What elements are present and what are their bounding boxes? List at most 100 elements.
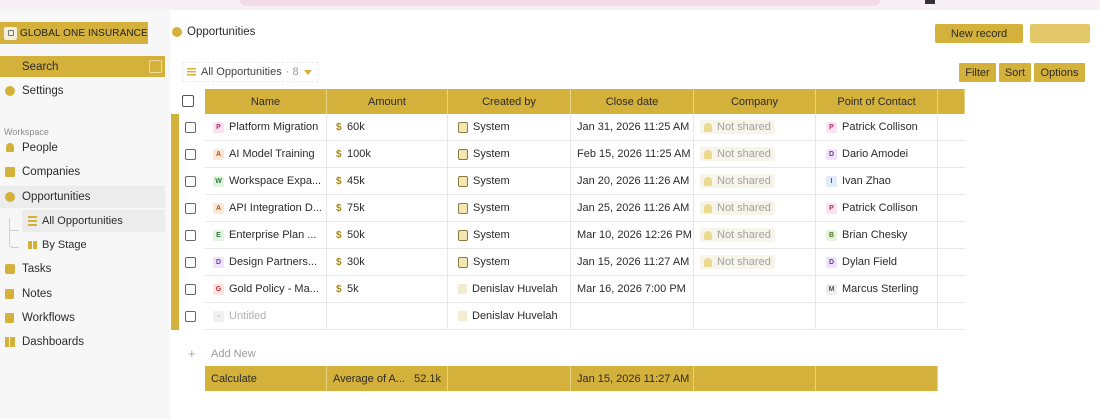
header-point-of-contact[interactable]: Point of Contact xyxy=(816,89,938,114)
contact-chip[interactable]: P Patrick Collison xyxy=(826,202,918,214)
row-checkbox[interactable] xyxy=(185,311,196,322)
calc-company[interactable] xyxy=(694,366,816,391)
table-row[interactable]: A API Integration D... $75k System Jan 25, 2… xyxy=(170,195,965,222)
cell-close-date[interactable]: Jan 20, 2026 11:26 AM xyxy=(571,168,694,195)
cell-point-of-contact[interactable]: D Dario Amodei xyxy=(816,141,938,168)
header-created-by[interactable]: Created by xyxy=(448,89,571,114)
header-close-date[interactable]: Close date xyxy=(571,89,694,114)
cell-company[interactable] xyxy=(694,276,816,303)
sidebar-item-people[interactable]: People xyxy=(0,137,165,159)
row-checkbox[interactable] xyxy=(185,257,196,268)
table-row[interactable]: G Gold Policy - Ma... $5k Denislav Huvelah M… xyxy=(170,276,965,303)
cell-point-of-contact[interactable]: P Patrick Collison xyxy=(816,195,938,222)
new-record-button[interactable]: New record xyxy=(935,24,1023,43)
table-row[interactable]: A AI Model Training $100k System Feb 15, 202… xyxy=(170,141,965,168)
select-all-checkbox[interactable] xyxy=(182,95,194,107)
sidebar-item-workflows[interactable]: Workflows xyxy=(0,307,165,329)
cell-amount[interactable] xyxy=(327,303,448,330)
cell-close-date[interactable]: Feb 15, 2026 11:25 AM xyxy=(571,141,694,168)
cell-name[interactable]: D Design Partners... xyxy=(205,249,327,276)
row-checkbox[interactable] xyxy=(185,284,196,295)
cell-name[interactable]: G Gold Policy - Ma... xyxy=(205,276,327,303)
cell-amount[interactable]: $5k xyxy=(327,276,448,303)
cell-name[interactable]: E Enterprise Plan ... xyxy=(205,222,327,249)
cell-created-by[interactable]: System xyxy=(448,141,571,168)
cell-company[interactable]: Not shared xyxy=(694,222,816,249)
cell-company[interactable]: Not shared xyxy=(694,114,816,141)
cell-close-date[interactable]: Jan 31, 2026 11:25 AM xyxy=(571,114,694,141)
table-row[interactable]: - Untitled Denislav Huvelah xyxy=(170,303,965,330)
view-switcher[interactable]: All Opportunities · 8 xyxy=(182,62,319,82)
table-row[interactable]: D Design Partners... $30k System Jan 15, 202… xyxy=(170,249,965,276)
row-checkbox[interactable] xyxy=(185,203,196,214)
cell-company[interactable] xyxy=(694,303,816,330)
sidebar-item-settings[interactable]: Settings xyxy=(0,80,165,102)
table-row[interactable]: W Workspace Expa... $45k System Jan 20, 2026… xyxy=(170,168,965,195)
contact-chip[interactable]: I Ivan Zhao xyxy=(826,175,891,187)
cell-amount[interactable]: $100k xyxy=(327,141,448,168)
row-checkbox[interactable] xyxy=(185,149,196,160)
sidebar-search[interactable]: Search xyxy=(0,56,165,77)
cell-amount[interactable]: $75k xyxy=(327,195,448,222)
header-add-column[interactable] xyxy=(938,89,965,114)
cell-point-of-contact[interactable]: B Brian Chesky xyxy=(816,222,938,249)
cell-amount[interactable]: $50k xyxy=(327,222,448,249)
contact-chip[interactable]: P Patrick Collison xyxy=(826,121,918,133)
sidebar-item-companies[interactable]: Companies xyxy=(0,161,165,183)
row-checkbox[interactable] xyxy=(185,230,196,241)
sidebar-item-tasks[interactable]: Tasks xyxy=(0,258,165,280)
cell-close-date[interactable]: Mar 10, 2026 12:26 PM xyxy=(571,222,694,249)
row-checkbox[interactable] xyxy=(185,122,196,133)
calc-point-of-contact[interactable] xyxy=(816,366,938,391)
cell-close-date[interactable]: Jan 25, 2026 11:26 AM xyxy=(571,195,694,222)
cell-close-date[interactable]: Mar 16, 2026 7:00 PM xyxy=(571,276,694,303)
cell-company[interactable]: Not shared xyxy=(694,195,816,222)
cell-created-by[interactable]: System xyxy=(448,249,571,276)
cell-point-of-contact[interactable]: D Dylan Field xyxy=(816,249,938,276)
cell-point-of-contact[interactable] xyxy=(816,303,938,330)
contact-chip[interactable]: M Marcus Sterling xyxy=(826,283,918,295)
more-actions-button[interactable] xyxy=(1030,24,1090,43)
add-new-row[interactable]: + Add New xyxy=(170,341,938,366)
calc-created-by[interactable] xyxy=(448,366,571,391)
cell-close-date[interactable] xyxy=(571,303,694,330)
cell-name[interactable]: W Workspace Expa... xyxy=(205,168,327,195)
contact-chip[interactable]: D Dylan Field xyxy=(826,256,897,268)
cell-company[interactable]: Not shared xyxy=(694,249,816,276)
cell-point-of-contact[interactable]: P Patrick Collison xyxy=(816,114,938,141)
sidebar-item-dashboards[interactable]: Dashboards xyxy=(0,331,165,353)
cell-point-of-contact[interactable]: M Marcus Sterling xyxy=(816,276,938,303)
cell-company[interactable]: Not shared xyxy=(694,141,816,168)
options-button[interactable]: Options xyxy=(1034,63,1085,82)
cell-created-by[interactable]: System xyxy=(448,114,571,141)
sidebar-item-notes[interactable]: Notes xyxy=(0,283,165,305)
cell-name[interactable]: A API Integration D... xyxy=(205,195,327,222)
cell-amount[interactable]: $60k xyxy=(327,114,448,141)
header-name[interactable]: Name xyxy=(205,89,327,114)
cell-name[interactable]: - Untitled xyxy=(205,303,327,330)
cell-point-of-contact[interactable]: I Ivan Zhao xyxy=(816,168,938,195)
sidebar-subview-by-stage[interactable]: By Stage xyxy=(22,234,165,256)
cell-name[interactable]: A AI Model Training xyxy=(205,141,327,168)
contact-chip[interactable]: B Brian Chesky xyxy=(826,229,907,241)
table-row[interactable]: E Enterprise Plan ... $50k System Mar 10, 20… xyxy=(170,222,965,249)
cell-amount[interactable]: $30k xyxy=(327,249,448,276)
workspace-switcher[interactable]: GLOBAL ONE INSURANCE xyxy=(0,22,148,44)
cell-created-by[interactable]: System xyxy=(448,168,571,195)
row-checkbox[interactable] xyxy=(185,176,196,187)
sidebar-item-opportunities[interactable]: Opportunities xyxy=(0,186,165,208)
sort-button[interactable]: Sort xyxy=(999,63,1031,82)
contact-chip[interactable]: D Dario Amodei xyxy=(826,148,908,160)
header-company[interactable]: Company xyxy=(694,89,816,114)
filter-button[interactable]: Filter xyxy=(959,63,996,82)
cell-name[interactable]: P Platform Migration xyxy=(205,114,327,141)
cell-created-by[interactable]: System xyxy=(448,195,571,222)
cell-created-by[interactable]: System xyxy=(448,222,571,249)
cell-amount[interactable]: $45k xyxy=(327,168,448,195)
cell-created-by[interactable]: Denislav Huvelah xyxy=(448,276,571,303)
cell-close-date[interactable]: Jan 15, 2026 11:27 AM xyxy=(571,249,694,276)
cell-created-by[interactable]: Denislav Huvelah xyxy=(448,303,571,330)
calc-close-date[interactable]: Jan 15, 2026 11:27 AM xyxy=(571,366,694,391)
header-amount[interactable]: Amount xyxy=(327,89,448,114)
sidebar-subview-all-opportunities[interactable]: All Opportunities xyxy=(22,210,165,232)
